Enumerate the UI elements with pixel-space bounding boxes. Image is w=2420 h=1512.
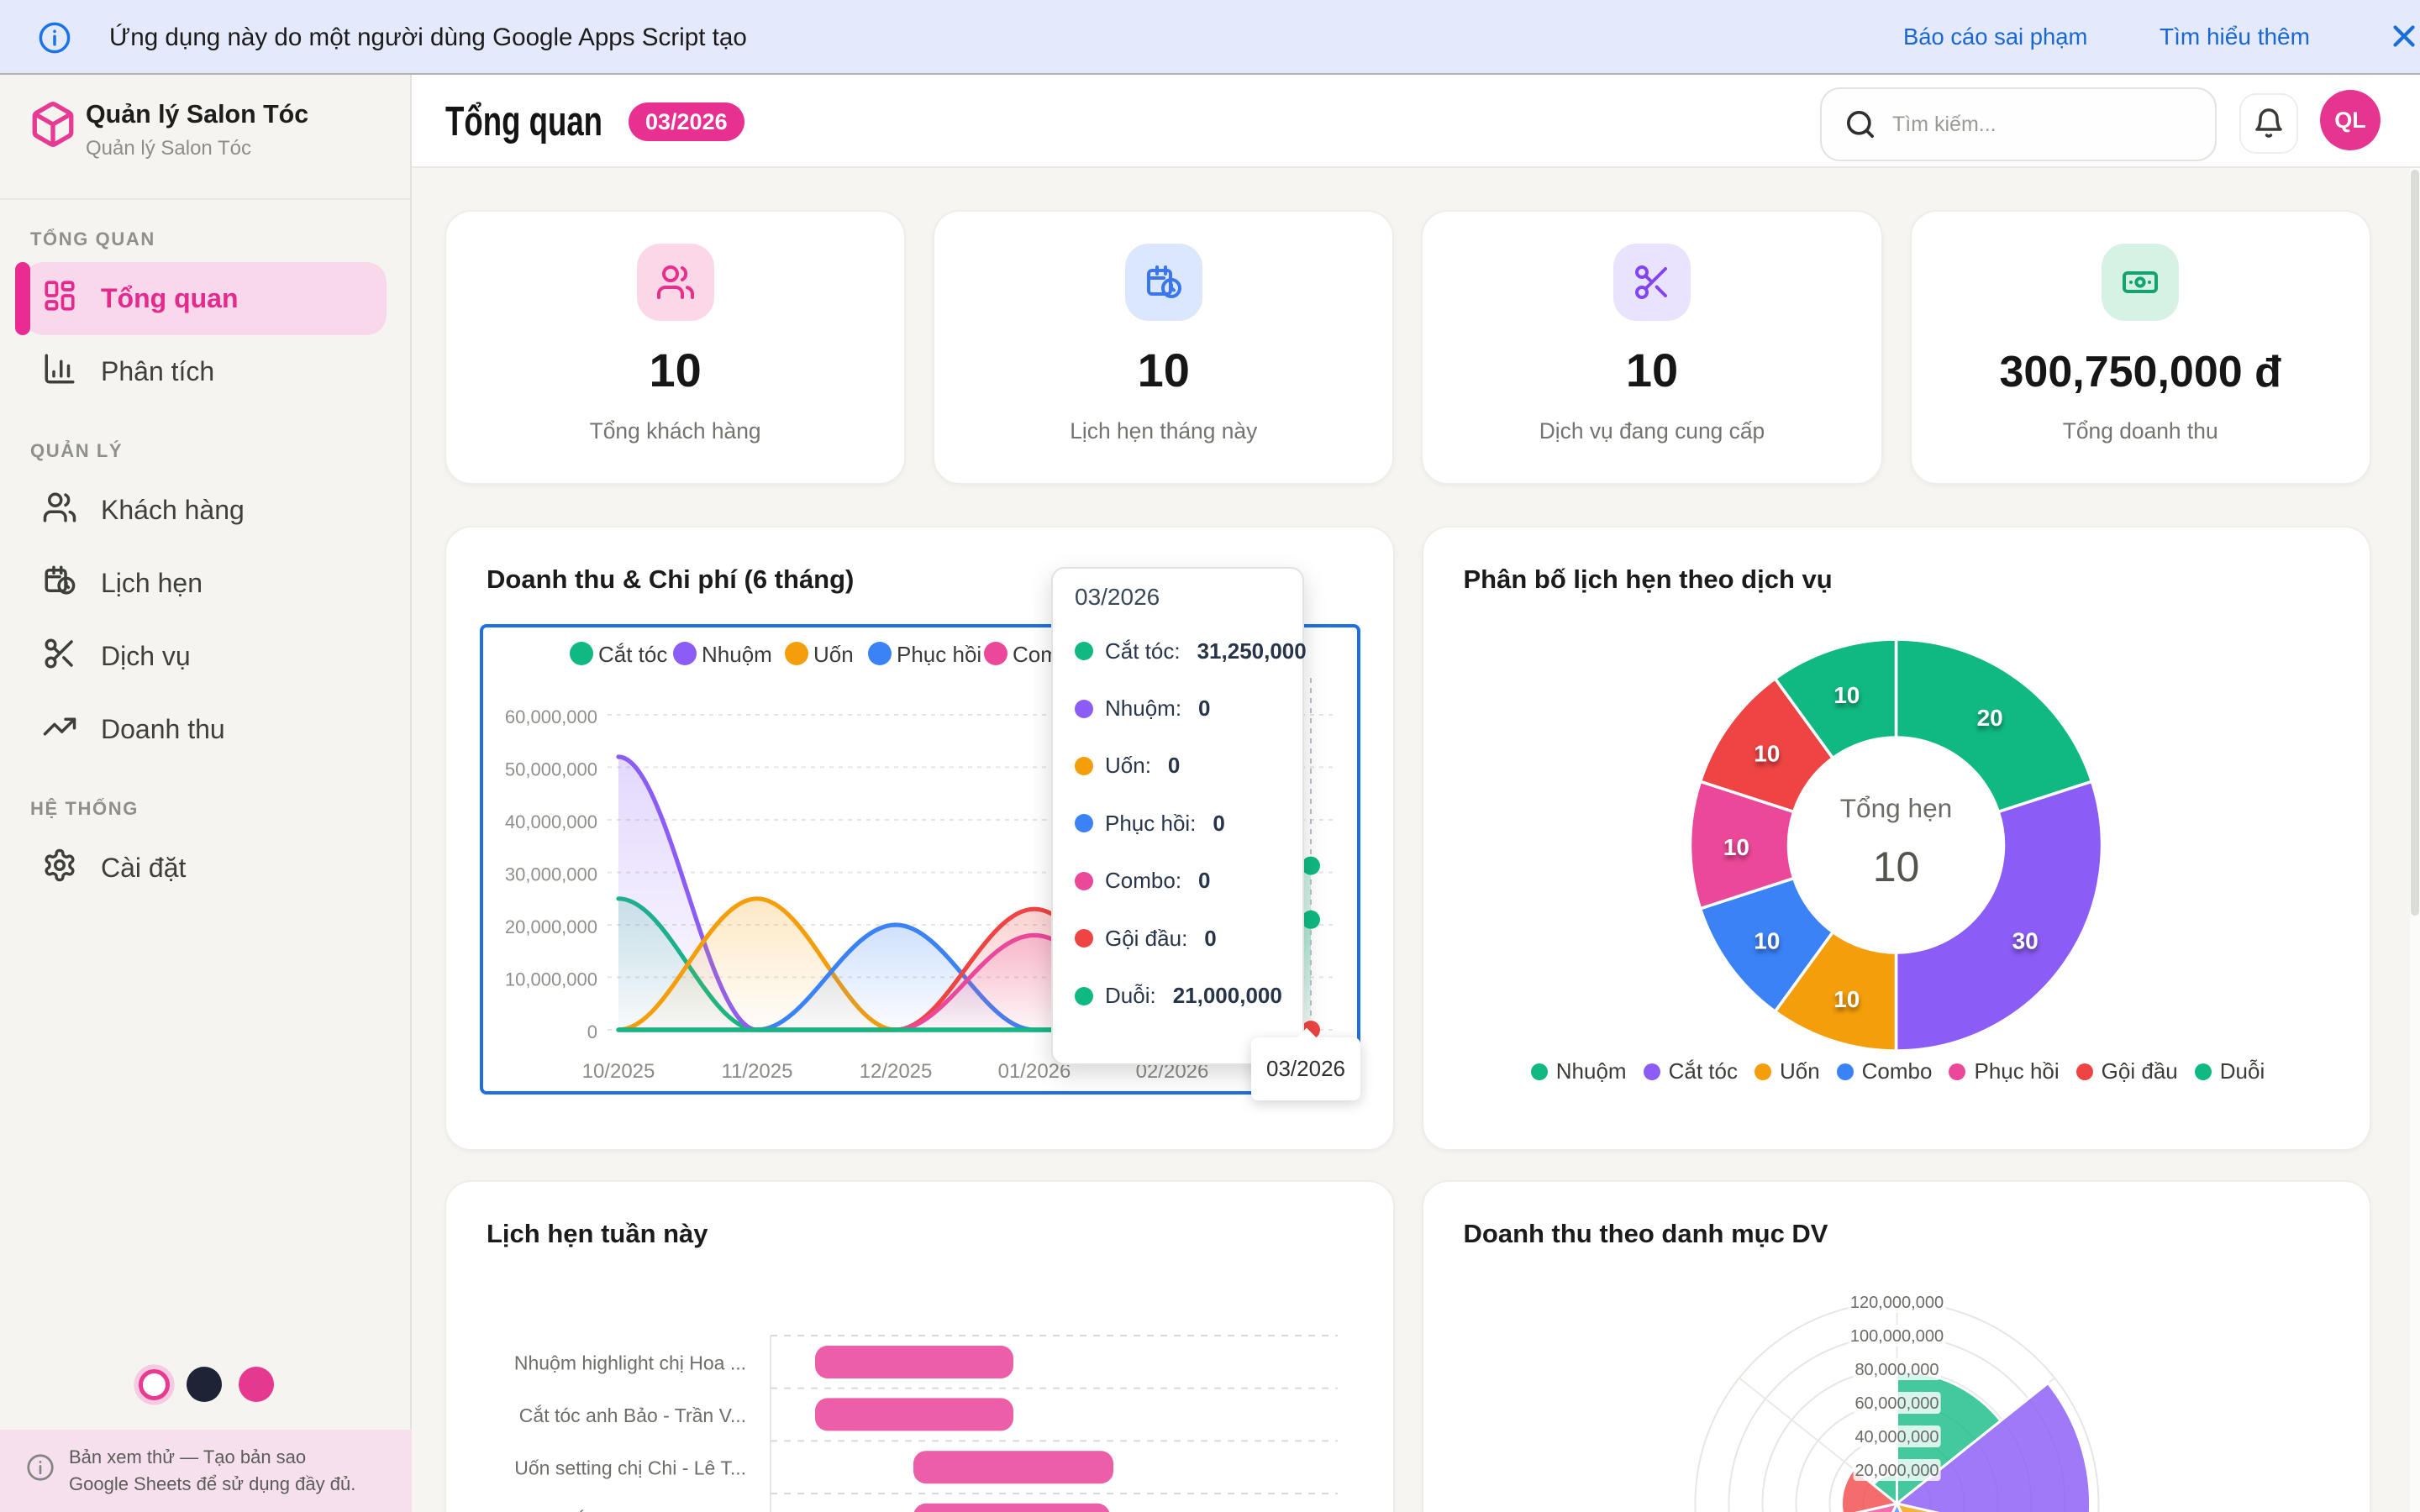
svg-text:40,000,000: 40,000,000 <box>1854 1428 1939 1446</box>
svg-text:20,000,000: 20,000,000 <box>505 916 597 937</box>
svg-text:100,000,000: 100,000,000 <box>1849 1327 1943 1346</box>
svg-text:10,000,000: 10,000,000 <box>505 969 597 990</box>
svg-text:0: 0 <box>587 1021 597 1042</box>
svg-text:10/2025: 10/2025 <box>582 1060 655 1083</box>
svg-text:10: 10 <box>1833 986 1860 1012</box>
svg-text:Cắt tóc: Cắt tóc <box>598 642 667 667</box>
svg-text:Nhuộm highlight chị Hoa ...: Nhuộm highlight chị Hoa ... <box>514 1352 746 1373</box>
svg-text:Tổng hẹn: Tổng hẹn <box>1839 793 1952 823</box>
svg-text:60,000,000: 60,000,000 <box>1854 1394 1939 1413</box>
svg-text:80,000,000: 80,000,000 <box>1854 1361 1939 1379</box>
svg-text:12/2025: 12/2025 <box>860 1060 933 1083</box>
svg-text:10: 10 <box>1872 843 1919 890</box>
svg-text:Nhuộm: Nhuộm <box>702 642 772 667</box>
svg-text:10: 10 <box>1833 682 1860 708</box>
svg-text:20,000,000: 20,000,000 <box>1854 1462 1939 1480</box>
svg-text:11/2025: 11/2025 <box>722 1060 793 1083</box>
svg-text:40,000,000: 40,000,000 <box>505 811 597 832</box>
svg-text:60,000,000: 60,000,000 <box>505 706 597 727</box>
svg-text:10: 10 <box>1723 834 1749 860</box>
svg-text:30: 30 <box>2012 928 2038 954</box>
svg-text:Cắt tóc anh Bảo - Trần V...: Cắt tóc anh Bảo - Trần V... <box>519 1404 746 1426</box>
svg-text:50,000,000: 50,000,000 <box>505 759 597 780</box>
svg-text:Uốn: Uốn <box>813 642 854 667</box>
svg-text:10: 10 <box>1754 740 1780 766</box>
svg-text:10: 10 <box>1754 928 1780 954</box>
svg-text:30,000,000: 30,000,000 <box>505 864 597 885</box>
svg-text:120,000,000: 120,000,000 <box>1849 1294 1943 1312</box>
svg-text:20: 20 <box>1976 705 2002 731</box>
svg-text:Phục hồi: Phục hồi <box>897 642 981 667</box>
svg-text:Uốn setting chị Chi - Lê T...: Uốn setting chị Chi - Lê T... <box>514 1457 746 1479</box>
svg-text:Combo cắt gội anh Duy - B...: Combo cắt gội anh Duy - B... <box>498 1509 746 1512</box>
